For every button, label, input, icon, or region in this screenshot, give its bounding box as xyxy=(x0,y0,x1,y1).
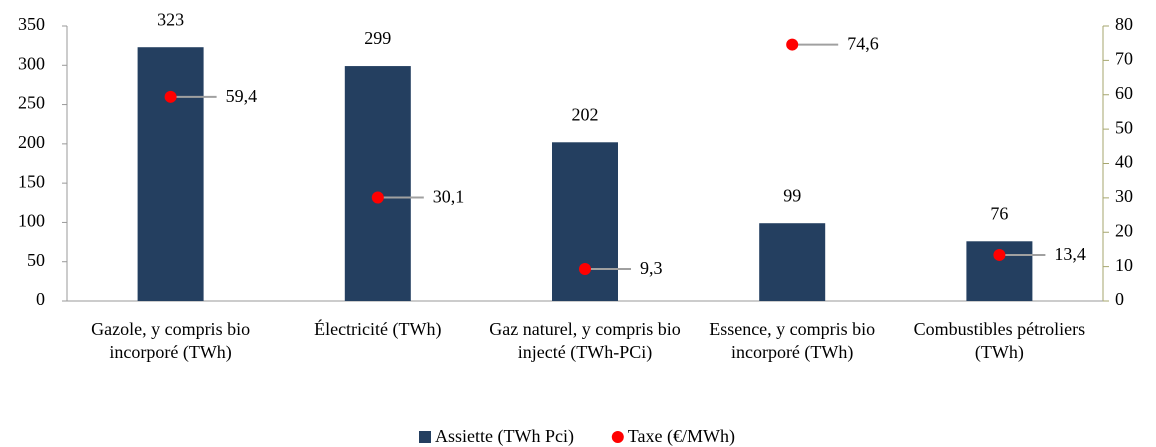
y-tick-label: 50 xyxy=(27,250,45,270)
y2-tick-label: 60 xyxy=(1115,83,1133,103)
legend-label: Taxe (€/MWh) xyxy=(628,426,735,447)
y2-tick-label: 80 xyxy=(1115,14,1133,34)
y-tick-label: 100 xyxy=(18,211,45,231)
dot xyxy=(164,90,177,103)
y-tick-label: 0 xyxy=(36,289,45,309)
y2-tick-label: 20 xyxy=(1115,220,1133,240)
dot-value-label: 13,4 xyxy=(1054,244,1086,264)
x-tick-label: Gazole, y compris bio incorporé (TWh) xyxy=(91,319,251,362)
dot-value-label: 74,6 xyxy=(847,34,879,54)
x-tick-label: Électricité (TWh) xyxy=(314,319,442,339)
dot xyxy=(786,38,799,51)
y2-tick-label: 50 xyxy=(1115,117,1133,137)
y2-tick-label: 10 xyxy=(1115,255,1133,275)
bar-value-label: 99 xyxy=(783,185,801,205)
y-tick-label: 200 xyxy=(18,132,45,152)
dot-value-label: 9,3 xyxy=(640,258,663,278)
bar xyxy=(759,223,826,301)
y-tick-label: 300 xyxy=(18,53,45,73)
dot xyxy=(993,248,1006,261)
y-tick-label: 250 xyxy=(18,93,45,113)
bar-value-label: 202 xyxy=(572,104,599,124)
legend-label: Assiette (TWh Pci) xyxy=(435,426,574,447)
y2-tick-label: 0 xyxy=(1115,289,1124,309)
x-tick-label: Essence, y compris bio incorporé (TWh) xyxy=(709,319,876,362)
x-tick-label: Combustibles pétroliers (TWh) xyxy=(913,319,1086,362)
bar-value-label: 299 xyxy=(364,28,391,48)
y2-tick-label: 70 xyxy=(1115,49,1133,69)
bar-value-label: 323 xyxy=(157,9,184,29)
dot xyxy=(371,191,384,204)
y2-tick-label: 40 xyxy=(1115,152,1133,172)
x-tick-label: Gaz naturel, y compris bio injecté (TWh-… xyxy=(489,319,681,362)
dot-value-label: 30,1 xyxy=(433,187,465,207)
legend-swatch xyxy=(611,431,624,443)
bar xyxy=(344,66,411,301)
legend-swatch xyxy=(419,431,431,443)
y-tick-label: 350 xyxy=(18,14,45,34)
y-tick-label: 150 xyxy=(18,171,45,191)
bar xyxy=(137,47,204,301)
dot-value-label: 59,4 xyxy=(226,86,258,106)
bar xyxy=(552,142,618,301)
bar-value-label: 76 xyxy=(990,203,1008,223)
y2-tick-label: 30 xyxy=(1115,186,1133,206)
dot xyxy=(579,263,591,276)
